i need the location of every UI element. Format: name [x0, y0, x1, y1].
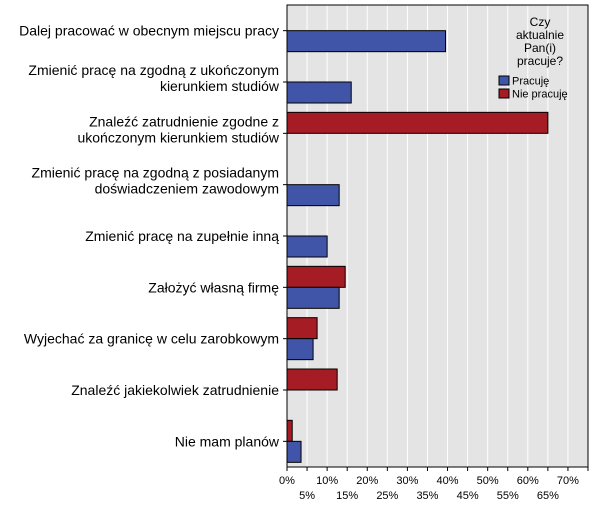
- x-tick-label: 55%: [497, 490, 519, 502]
- category-label: Nie mam planów: [175, 433, 280, 449]
- bar-pracuje: [286, 338, 314, 361]
- x-tick-label: 65%: [537, 490, 559, 502]
- x-tick-label: 10%: [316, 475, 338, 487]
- x-tick-label: 15%: [336, 490, 358, 502]
- bar-pracuje: [286, 81, 352, 104]
- legend-swatch: [498, 88, 510, 99]
- category-label: Znaleźć zatrudnienie zgodne z ukończonym …: [77, 113, 279, 145]
- category-label-line: Nie mam planów: [175, 433, 280, 449]
- bar-pracuje: [286, 235, 328, 258]
- bar-pracuje: [286, 30, 447, 53]
- legend-title-line: pracuje?: [517, 54, 563, 68]
- category-label: Dalej pracować w obecnym miejscu pracy: [19, 23, 279, 39]
- category-label: Założyć własną firmę: [148, 279, 279, 295]
- bar-nie-pracuje: [286, 265, 346, 288]
- category-label-line: Zmienić pracę na zgodną z posiadanym: [32, 165, 279, 181]
- x-tick-label: 50%: [477, 475, 499, 487]
- bar-pracuje: [286, 184, 340, 207]
- legend-title-line: Pan(i): [524, 41, 556, 55]
- bar-pracuje: [286, 440, 302, 463]
- category-label: Zmienić pracę na zgodną z posiadanym dośw…: [32, 165, 279, 197]
- legend-title-line: aktualnie: [516, 28, 564, 42]
- x-tick-label: 35%: [416, 490, 438, 502]
- legend-title-line: Czy: [530, 15, 551, 29]
- x-tick-label: 45%: [457, 490, 479, 502]
- x-tick-label: 5%: [299, 490, 315, 502]
- x-tick-label: 40%: [437, 475, 459, 487]
- legend-title: Czy aktualnie Pan(i) pracuje?: [516, 15, 564, 68]
- bar-nie-pracuje: [286, 368, 338, 391]
- plot-area: [287, 5, 588, 467]
- x-tick-label: 70%: [557, 475, 579, 487]
- legend-label: Nie pracuję: [512, 89, 568, 101]
- bar-pracuje: [286, 286, 340, 309]
- category-label-line: doświadczeniem zawodowym: [95, 181, 279, 197]
- x-tick-label: 30%: [396, 475, 418, 487]
- legend-label: Pracuję: [512, 76, 549, 88]
- category-label-line: Znaleźć jakiekolwiek zatrudnienie: [71, 382, 279, 398]
- category-label: Zmienić pracę na zupełnie inną: [85, 228, 279, 244]
- category-label: Wyjechać za granicę w celu zarobkowym: [24, 331, 279, 347]
- category-label-line: ukończonym kierunkiem studiów: [77, 129, 279, 145]
- category-label-line: Założyć własną firmę: [148, 279, 279, 295]
- bar-nie-pracuje: [286, 419, 293, 442]
- category-label-line: Wyjechać za granicę w celu zarobkowym: [24, 331, 279, 347]
- category-label-line: Znaleźć zatrudnienie zgodne z: [89, 113, 279, 129]
- category-label-line: Zmienić pracę na zupełnie inną: [85, 228, 279, 244]
- category-label-line: kierunkiem studiów: [160, 78, 280, 94]
- bar-nie-pracuje: [286, 111, 549, 134]
- category-label: Znaleźć jakiekolwiek zatrudnienie: [71, 382, 279, 398]
- x-tick-label: 20%: [356, 475, 378, 487]
- category-label: Zmienić pracę na zgodną z ukończonym kier…: [28, 62, 279, 94]
- x-tick-label: 0%: [279, 475, 295, 487]
- category-label-line: Dalej pracować w obecnym miejscu pracy: [19, 23, 279, 39]
- x-tick-label: 25%: [376, 490, 398, 502]
- x-tick-label: 60%: [517, 475, 539, 487]
- category-label-line: Zmienić pracę na zgodną z ukończonym: [28, 62, 279, 78]
- bar-nie-pracuje: [286, 317, 318, 340]
- legend-swatch: [498, 75, 510, 86]
